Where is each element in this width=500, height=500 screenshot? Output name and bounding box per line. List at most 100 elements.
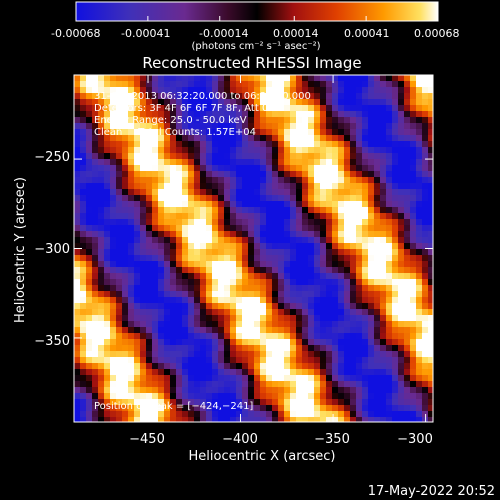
heatmap-cell-1252 bbox=[386, 195, 392, 201]
heatmap-cell-2946 bbox=[110, 369, 116, 375]
heatmap-cell-2635 bbox=[404, 333, 410, 339]
heatmap-cell-1306 bbox=[350, 201, 356, 207]
heatmap-cell-504 bbox=[218, 123, 224, 129]
heatmap-cell-2915 bbox=[284, 363, 290, 369]
heatmap-cell-1181 bbox=[320, 189, 326, 195]
heatmap-cell-527 bbox=[356, 123, 362, 129]
heatmap-cell-3392 bbox=[266, 411, 272, 417]
heatmap-cell-399 bbox=[308, 111, 314, 117]
heatmap-cell-3025 bbox=[224, 375, 230, 381]
heatmap-cell-186 bbox=[110, 93, 116, 99]
heatmap-cell-2577 bbox=[416, 327, 422, 333]
heatmap-cell-3391 bbox=[260, 411, 266, 417]
heatmap-cell-1560 bbox=[74, 231, 80, 237]
heatmap-cell-1284 bbox=[218, 201, 224, 207]
heatmap-cell-1912 bbox=[386, 261, 392, 267]
heatmap-cell-1945 bbox=[224, 267, 230, 273]
heatmap-cell-2708 bbox=[122, 345, 128, 351]
heatmap-cell-1765 bbox=[224, 249, 230, 255]
heatmap-cell-1643 bbox=[212, 237, 218, 243]
heatmap-cell-704 bbox=[338, 141, 344, 147]
heatmap-cell-563 bbox=[212, 129, 218, 135]
heatmap-cell-2285 bbox=[104, 303, 110, 309]
heatmap-cell-2335 bbox=[404, 303, 410, 309]
heatmap-cell-2177 bbox=[176, 291, 182, 297]
heatmap-cell-603 bbox=[92, 135, 98, 141]
heatmap-cell-2817 bbox=[416, 351, 422, 357]
heatmap-cell-1748 bbox=[122, 249, 128, 255]
heatmap-cell-2757 bbox=[416, 345, 422, 351]
heatmap-cell-229 bbox=[368, 93, 374, 99]
heatmap-cell-1407 bbox=[236, 213, 242, 219]
heatmap-cell-3366 bbox=[110, 411, 116, 417]
heatmap-cell-1980 bbox=[74, 273, 80, 279]
heatmap-cell-1558 bbox=[422, 225, 428, 231]
heatmap-cell-1959 bbox=[308, 267, 314, 273]
heatmap-cell-1471 bbox=[260, 219, 266, 225]
heatmap-cell-2553 bbox=[272, 327, 278, 333]
heatmap-cell-3227 bbox=[356, 393, 362, 399]
heatmap-cell-773 bbox=[392, 147, 398, 153]
heatmap-cell-1377 bbox=[416, 207, 422, 213]
heatmap-cell-1119 bbox=[308, 183, 314, 189]
heatmap-cell-1866 bbox=[110, 261, 116, 267]
heatmap-cell-2758 bbox=[422, 345, 428, 351]
heatmap-cell-1203 bbox=[92, 195, 98, 201]
heatmap-cell-986 bbox=[230, 171, 236, 177]
heatmap-cell-3080 bbox=[194, 381, 200, 387]
heatmap-cell-1170 bbox=[254, 189, 260, 195]
heatmap-cell-175 bbox=[404, 87, 410, 93]
heatmap-cell-2829 bbox=[128, 357, 134, 363]
heatmap-cell-1174 bbox=[278, 189, 284, 195]
heatmap-cell-3115 bbox=[404, 381, 410, 387]
heatmap-cell-2349 bbox=[128, 309, 134, 315]
heatmap-cell-3443 bbox=[212, 417, 218, 422]
heatmap-cell-2475 bbox=[164, 321, 170, 327]
heatmap-cell-3313 bbox=[152, 405, 158, 411]
heatmap-cell-2623 bbox=[332, 333, 338, 339]
heatmap-cell-566 bbox=[230, 129, 236, 135]
heatmap-cell-1194 bbox=[398, 189, 404, 195]
heatmap-cell-3281 bbox=[320, 399, 326, 405]
heatmap-cell-3393 bbox=[272, 411, 278, 417]
heatmap-cell-1615 bbox=[404, 231, 410, 237]
heatmap-cell-3124 bbox=[98, 387, 104, 393]
heatmap-cell-719 bbox=[428, 141, 433, 147]
heatmap-cell-2969 bbox=[248, 369, 254, 375]
heatmap-cell-118 bbox=[422, 81, 428, 87]
heatmap-cell-1678 bbox=[422, 237, 428, 243]
heatmap-cell-1109 bbox=[248, 183, 254, 189]
heatmap-cell-1439 bbox=[428, 213, 433, 219]
heatmap-cell-824 bbox=[338, 153, 344, 159]
heatmap-cell-2975 bbox=[284, 369, 290, 375]
heatmap-cell-1050 bbox=[254, 177, 260, 183]
heatmap-cell-2286 bbox=[110, 303, 116, 309]
heatmap-cell-392 bbox=[266, 111, 272, 117]
heatmap-cell-1096 bbox=[170, 183, 176, 189]
heatmap-cell-325 bbox=[224, 105, 230, 111]
heatmap-cell-2704 bbox=[98, 345, 104, 351]
heatmap-cell-802 bbox=[206, 153, 212, 159]
heatmap-cell-206 bbox=[230, 93, 236, 99]
heatmap-cell-2579 bbox=[428, 327, 433, 333]
heatmap-cell-3224 bbox=[338, 393, 344, 399]
heatmap-cell-685 bbox=[224, 141, 230, 147]
heatmap-cell-2932 bbox=[386, 363, 392, 369]
heatmap-cell-444 bbox=[218, 117, 224, 123]
heatmap-cell-1951 bbox=[260, 267, 266, 273]
heatmap-cell-1861 bbox=[80, 261, 86, 267]
heatmap-cell-2217 bbox=[416, 291, 422, 297]
heatmap-cell-1789 bbox=[368, 249, 374, 255]
heatmap-cell-3344 bbox=[338, 405, 344, 411]
heatmap-cell-515 bbox=[284, 123, 290, 129]
heatmap-cell-929 bbox=[248, 165, 254, 171]
heatmap-cell-2588 bbox=[122, 333, 128, 339]
heatmap-cell-1782 bbox=[326, 249, 332, 255]
heatmap-cell-31 bbox=[260, 75, 266, 81]
heatmap-cell-3289 bbox=[368, 399, 374, 405]
chart-title: Reconstructed RHESSI Image bbox=[142, 54, 361, 72]
heatmap-cell-1512 bbox=[146, 225, 152, 231]
heatmap-cell-1446 bbox=[110, 219, 116, 225]
heatmap-cell-3329 bbox=[248, 405, 254, 411]
heatmap-cell-2308 bbox=[242, 303, 248, 309]
